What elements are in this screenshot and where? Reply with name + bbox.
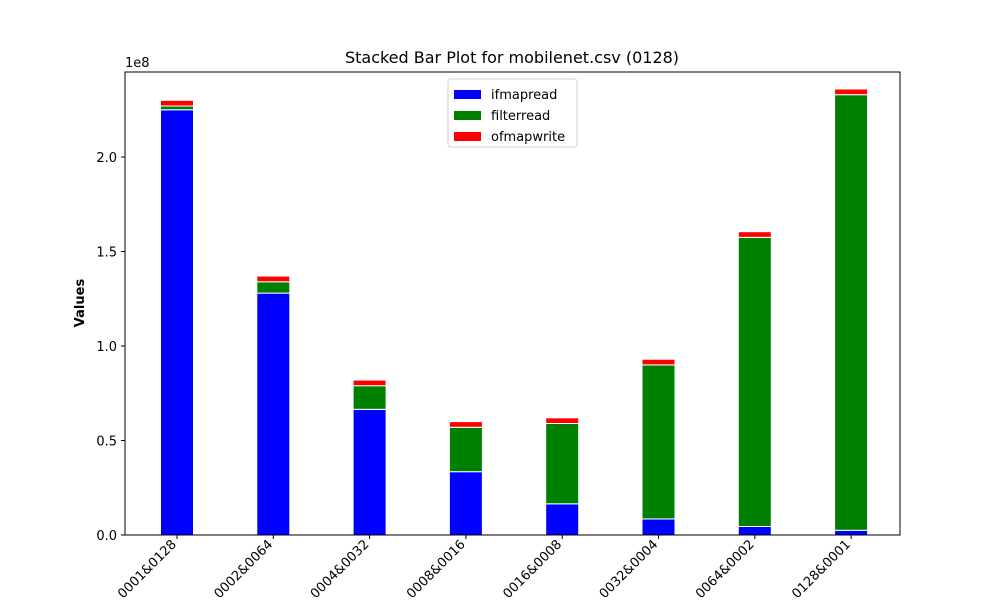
bar-filterread-4: [545, 423, 580, 505]
y-axis-label: Values: [73, 279, 88, 328]
x-tick-label-0: 0001&0128: [115, 537, 180, 600]
bar-ifmapread-0: [160, 109, 194, 536]
bar-filterread-5: [641, 364, 676, 520]
plot-frame: [124, 71, 901, 536]
bar-ofmapwrite-1: [256, 275, 291, 283]
chart-title: Stacked Bar Plot for mobilenet.csv (0128…: [345, 48, 679, 67]
x-tick-label-6: 0064&0002: [693, 537, 758, 600]
y-ticks: 0.0 0.5 1.0 1.5 2.0: [96, 151, 125, 544]
x-tick-label-7: 0128&0001: [789, 537, 854, 600]
bar-filterread-7: [834, 94, 869, 531]
y-tick-label-2: 1.0: [96, 340, 117, 355]
bar-ofmapwrite-4: [545, 417, 580, 425]
x-tick-label-5: 0032&0004: [597, 537, 662, 600]
bar-ofmapwrite-6: [737, 231, 772, 238]
bar-ofmapwrite-5: [641, 358, 676, 366]
legend: ifmapread filterread ofmapwrite: [447, 78, 578, 148]
bar-ofmapwrite-7: [834, 88, 869, 96]
legend-label-ofmapwrite: ofmapwrite: [491, 130, 565, 145]
bar-ofmapwrite-3: [448, 421, 483, 428]
y-tick-label-0: 0.0: [96, 529, 117, 544]
legend-swatch-ifmapread: [454, 90, 481, 99]
bars-layer: [160, 88, 869, 536]
y-tick-label-4: 2.0: [96, 151, 117, 166]
bar-ifmapread-1: [256, 292, 291, 536]
y-tick-label-3: 1.5: [96, 246, 117, 261]
legend-swatch-filterread: [454, 111, 481, 120]
bar-ifmapread-3: [448, 471, 483, 536]
x-tick-label-2: 0004&0032: [308, 537, 373, 600]
bar-ofmapwrite-0: [160, 99, 194, 107]
legend-swatch-ofmapwrite: [454, 132, 481, 141]
bar-filterread-1: [256, 281, 291, 294]
bar-ifmapread-2: [352, 408, 387, 536]
x-tick-label-1: 0002&0064: [212, 537, 277, 600]
bar-filterread-6: [737, 236, 772, 527]
bar-ifmapread-6: [737, 525, 772, 536]
legend-label-ifmapread: ifmapread: [491, 88, 557, 103]
y-offset-text: 1e8: [125, 56, 150, 71]
bar-ifmapread-5: [641, 518, 676, 536]
bar-ifmapread-7: [834, 529, 869, 536]
legend-label-filterread: filterread: [491, 109, 550, 124]
y-tick-label-1: 0.5: [96, 435, 117, 450]
bar-filterread-0: [160, 105, 194, 111]
bar-filterread-2: [352, 385, 387, 410]
x-ticks: 0001&0128 0002&0064 0004&0032 0008&0016 0016…: [115, 535, 854, 600]
x-tick-label-4: 0016&0008: [500, 537, 565, 600]
bar-filterread-3: [448, 426, 483, 473]
x-tick-label-3: 0008&0016: [404, 537, 469, 600]
bar-ifmapread-4: [545, 503, 580, 536]
bar-ofmapwrite-2: [352, 379, 387, 387]
